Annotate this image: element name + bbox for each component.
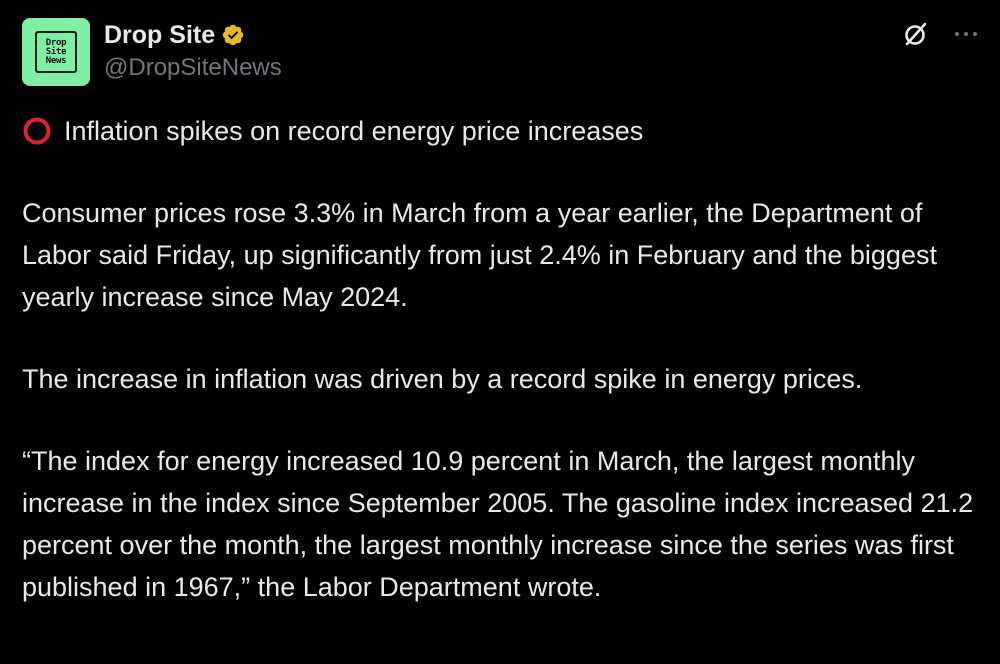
paragraph-gap [22,400,987,440]
author-info: Drop Site @DropSiteNews [104,18,282,82]
paragraph-gap [22,152,987,192]
avatar-line-2: Site [45,46,67,57]
grok-icon[interactable] [900,18,932,50]
header-actions [900,18,982,50]
more-icon[interactable] [950,18,982,50]
paragraph-1: Consumer prices rose 3.3% in March from … [22,198,937,312]
display-name[interactable]: Drop Site [104,20,216,49]
hollow-red-circle-icon [23,117,51,145]
post-text: Inflation spikes on record energy price … [22,110,987,608]
avatar-logo: Drop Site News [35,31,77,73]
paragraph-gap [22,318,987,358]
avatar[interactable]: Drop Site News [22,18,90,86]
avatar-line-3: News [45,55,67,66]
headline-text: Inflation spikes on record energy price … [64,116,644,146]
paragraph-3: “The index for energy increased 10.9 per… [22,446,974,602]
avatar-line-1: Drop [45,37,67,48]
name-row: Drop Site [104,18,282,52]
handle[interactable]: @DropSiteNews [104,54,282,81]
post-header: Drop Site News Drop Site @DropSiteNews [22,16,982,88]
paragraph-2: The increase in inflation was driven by … [22,364,863,394]
verified-badge-icon [222,24,244,46]
post-headline: Inflation spikes on record energy price … [22,110,987,152]
